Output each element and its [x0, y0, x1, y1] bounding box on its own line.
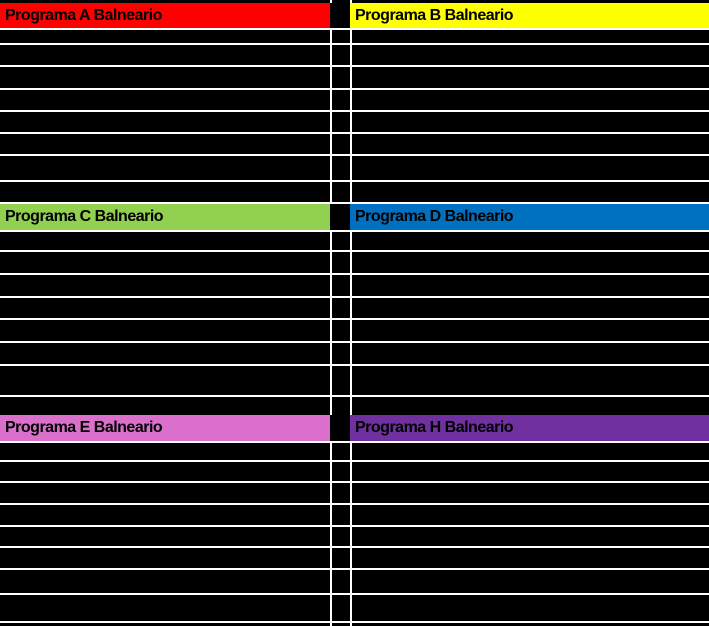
program-c-header-label: Programa C Balneario [5, 208, 164, 225]
spacer-column-right-gridline [350, 0, 352, 626]
header-row-eh: Programa E Balneario Programa H Balneari… [0, 415, 709, 441]
row-gridline [0, 273, 709, 275]
row-gridline [0, 503, 709, 505]
program-h-header-cell[interactable]: Programa H Balneario [350, 415, 709, 441]
row-gridline [0, 180, 709, 182]
program-a-header-label: Programa A Balneario [5, 6, 162, 24]
program-c-data-cells[interactable] [0, 232, 330, 415]
row-gridline [0, 28, 709, 30]
program-e-header-label: Programa E Balneario [5, 419, 163, 436]
header-row-ab: Programa A Balneario Programa B Balneari… [0, 3, 709, 28]
row-gridline [0, 546, 709, 548]
spacer-cell[interactable] [330, 415, 350, 441]
program-b-header-label: Programa B Balneario [355, 6, 514, 24]
program-e-data-cells[interactable] [0, 443, 330, 623]
header-row-cd: Programa C Balneario Programa D Balneari… [0, 204, 709, 230]
row-gridline [0, 202, 709, 204]
program-h-data-cells[interactable] [352, 443, 709, 623]
program-b-header-cell[interactable]: Programa B Balneario [350, 3, 709, 28]
row-gridline [0, 481, 709, 483]
spacer-column-left-gridline [330, 0, 332, 626]
program-b-data-cells[interactable] [352, 30, 709, 202]
row-gridline [0, 250, 709, 252]
row-gridline [0, 296, 709, 298]
row-gridline [0, 441, 709, 443]
row-gridline [0, 110, 709, 112]
row-gridline [0, 88, 709, 90]
row-gridline [0, 593, 709, 595]
row-gridline [0, 318, 709, 320]
spacer-cell[interactable] [330, 204, 350, 230]
row-gridline [0, 460, 709, 462]
row-gridline [0, 43, 709, 45]
program-a-data-cells[interactable] [0, 30, 330, 202]
program-c-header-cell[interactable]: Programa C Balneario [0, 204, 330, 230]
row-gridline [0, 132, 709, 134]
row-gridline [0, 154, 709, 156]
program-d-data-cells[interactable] [352, 232, 709, 415]
program-e-header-cell[interactable]: Programa E Balneario [0, 415, 330, 441]
row-gridline [0, 621, 709, 623]
row-gridline [0, 341, 709, 343]
row-gridline [0, 395, 709, 397]
row-gridline [0, 525, 709, 527]
row-gridline [0, 364, 709, 366]
row-gridline [0, 568, 709, 570]
program-a-header-cell[interactable]: Programa A Balneario [0, 3, 330, 28]
program-d-header-cell[interactable]: Programa D Balneario [350, 204, 709, 230]
spacer-cell[interactable] [330, 3, 350, 28]
program-h-header-label: Programa H Balneario [355, 419, 514, 436]
row-gridline [0, 230, 709, 232]
row-gridline [0, 65, 709, 67]
program-d-header-label: Programa D Balneario [355, 208, 514, 225]
